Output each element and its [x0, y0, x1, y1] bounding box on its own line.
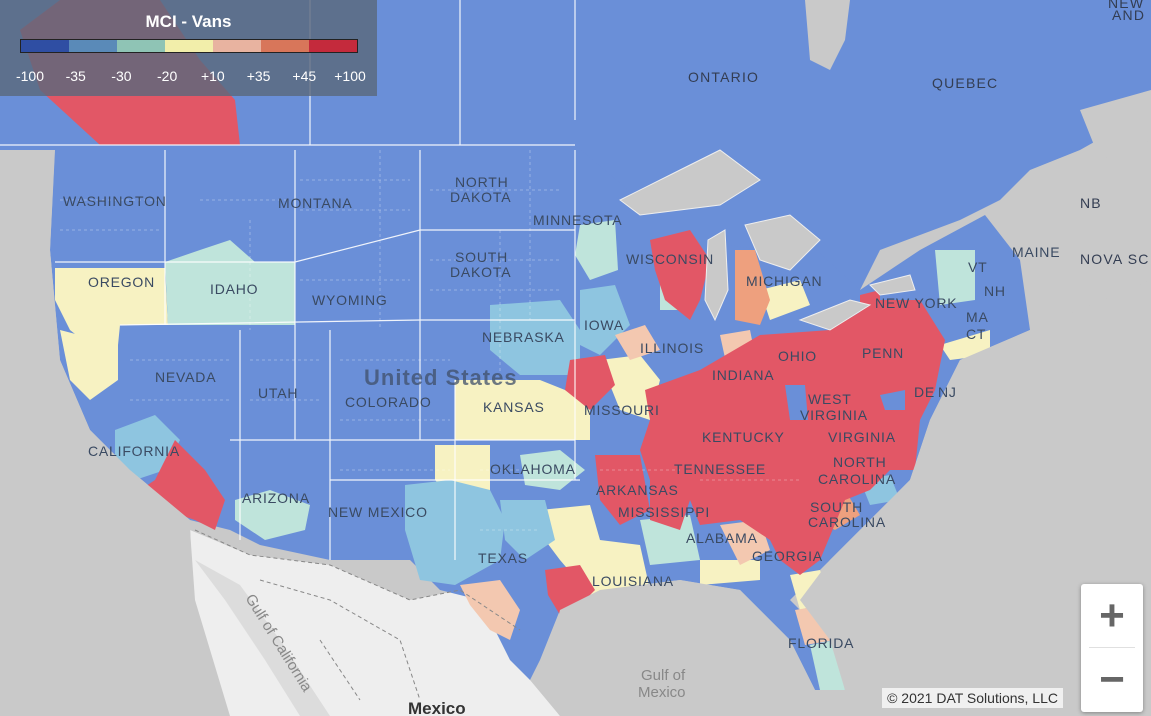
legend-tick-label: +35 — [246, 68, 271, 84]
label-north-dakota-1: NORTH — [455, 174, 509, 190]
label-west-virginia-2: VIRGINIA — [800, 407, 868, 423]
legend-swatch-6 — [309, 40, 357, 52]
county-lines — [60, 150, 800, 531]
label-ontario: ONTARIO — [688, 69, 759, 85]
label-missouri: MISSOURI — [584, 402, 660, 418]
great-lakes — [619, 149, 916, 331]
label-north-carolina-2: CAROLINA — [818, 471, 896, 487]
mexico-border — [194, 529, 521, 701]
label-arkansas: ARKANSAS — [596, 482, 679, 498]
label-california: CALIFORNIA — [88, 443, 180, 459]
label-colorado: COLORADO — [345, 394, 432, 410]
gulf-of-mexico — [540, 580, 845, 716]
label-south-carolina-2: CAROLINA — [808, 514, 886, 530]
label-oklahoma: OKLAHOMA — [490, 461, 576, 477]
label-wisconsin: WISCONSIN — [626, 251, 714, 267]
copyright-notice: © 2021 DAT Solutions, LLC — [882, 688, 1063, 708]
label-maine: MAINE — [1012, 244, 1060, 260]
label-nj: NJ — [938, 384, 957, 400]
label-louisiana: LOUISIANA — [592, 573, 674, 589]
label-new: NEW — [1108, 0, 1144, 11]
gulf-of-california — [195, 560, 330, 716]
label-penn: PENN — [862, 345, 904, 361]
label-nh: NH — [984, 283, 1006, 299]
label-oregon: OREGON — [88, 274, 155, 290]
label-vt: VT — [968, 259, 988, 275]
label-nevada: NEVADA — [155, 369, 216, 385]
label-south-dakota-1: SOUTH — [455, 249, 508, 265]
label-nb: NB — [1080, 195, 1102, 211]
label-washington: WASHINGTON — [63, 193, 167, 209]
zoom-in-button[interactable]: + — [1099, 590, 1125, 640]
legend-swatch-3 — [165, 40, 213, 52]
atlantic — [800, 280, 1151, 716]
label-united-states: United States — [364, 365, 518, 390]
pale-green-regions — [165, 220, 975, 690]
label-and: AND — [1112, 7, 1145, 23]
legend-swatch-2 — [117, 40, 165, 52]
label-ct: CT — [966, 326, 986, 342]
zoom-control: + − — [1081, 584, 1143, 712]
label-mexico: Mexico — [408, 699, 466, 716]
label-ma: MA — [966, 309, 989, 325]
legend-swatch-0 — [21, 40, 69, 52]
legend-tick-label: -20 — [157, 68, 178, 84]
label-indiana: INDIANA — [712, 367, 774, 383]
label-gulf-of-mexico-1: Gulf of — [641, 667, 686, 684]
label-alabama: ALABAMA — [686, 530, 758, 546]
label-georgia: GEORGIA — [752, 548, 823, 564]
label-mississippi: MISSISSIPPI — [618, 504, 710, 520]
label-idaho: IDAHO — [210, 281, 258, 297]
red-regions — [140, 230, 945, 615]
label-ohio: OHIO — [778, 348, 817, 364]
label-virginia: VIRGINIA — [828, 429, 896, 445]
label-wyoming: WYOMING — [312, 292, 388, 308]
label-utah: UTAH — [258, 385, 298, 401]
label-montana: MONTANA — [278, 195, 353, 211]
label-arizona: ARIZONA — [242, 490, 310, 506]
legend-tick-label: +100 — [334, 68, 366, 84]
label-de: DE — [914, 384, 935, 400]
label-west-virginia-1: WEST — [808, 391, 852, 407]
legend-tick-label: +10 — [200, 68, 225, 84]
label-texas: TEXAS — [478, 550, 528, 566]
legend-tick-label: +45 — [292, 68, 317, 84]
label-new-york: NEW YORK — [875, 295, 957, 311]
label-florida: FLORIDA — [788, 635, 854, 651]
label-minnesota: MINNESOTA — [533, 212, 622, 228]
zoom-out-button[interactable]: − — [1099, 654, 1125, 704]
legend-swatch-4 — [213, 40, 261, 52]
label-gulf-of-mexico-2: Mexico — [638, 684, 686, 701]
label-south-carolina-1: SOUTH — [810, 499, 863, 515]
water-north — [805, 0, 1151, 160]
label-nebraska: NEBRASKA — [482, 329, 565, 345]
blue-holes — [785, 385, 905, 420]
legend-tick-label: -100 — [15, 68, 45, 84]
legend-swatch-5 — [261, 40, 309, 52]
legend-tick-label: -30 — [111, 68, 132, 84]
label-iowa: IOWA — [584, 317, 624, 333]
legend-panel: MCI - Vans -100 -35 -30 -20 +10 +35 +45 +100 — [0, 0, 377, 96]
border-lines — [0, 0, 580, 560]
label-tennessee: TENNESSEE — [674, 461, 766, 477]
label-new-mexico: NEW MEXICO — [328, 504, 428, 520]
label-nova-scotia: NOVA SC — [1080, 251, 1150, 267]
label-kansas: KANSAS — [483, 399, 545, 415]
legend-swatch-1 — [69, 40, 117, 52]
label-quebec: QUEBEC — [932, 75, 998, 91]
label-kentucky: KENTUCKY — [702, 429, 785, 445]
label-north-dakota-2: DAKOTA — [450, 189, 511, 205]
legend-tick-label: -35 — [65, 68, 86, 84]
legend-title: MCI - Vans — [145, 12, 232, 31]
state-labels: WASHINGTON MONTANA NORTH DAKOTA MINNESOT… — [63, 174, 1060, 651]
label-south-dakota-2: DAKOTA — [450, 264, 511, 280]
canada-labels: ONTARIO QUEBEC NEW AND NB NOVA SC — [688, 0, 1150, 267]
zoom-divider — [1089, 647, 1135, 648]
label-north-carolina-1: NORTH — [833, 454, 887, 470]
label-michigan: MICHIGAN — [746, 273, 822, 289]
label-illinois: ILLINOIS — [640, 340, 704, 356]
legend-color-bar — [20, 39, 358, 53]
pacific — [0, 150, 195, 716]
